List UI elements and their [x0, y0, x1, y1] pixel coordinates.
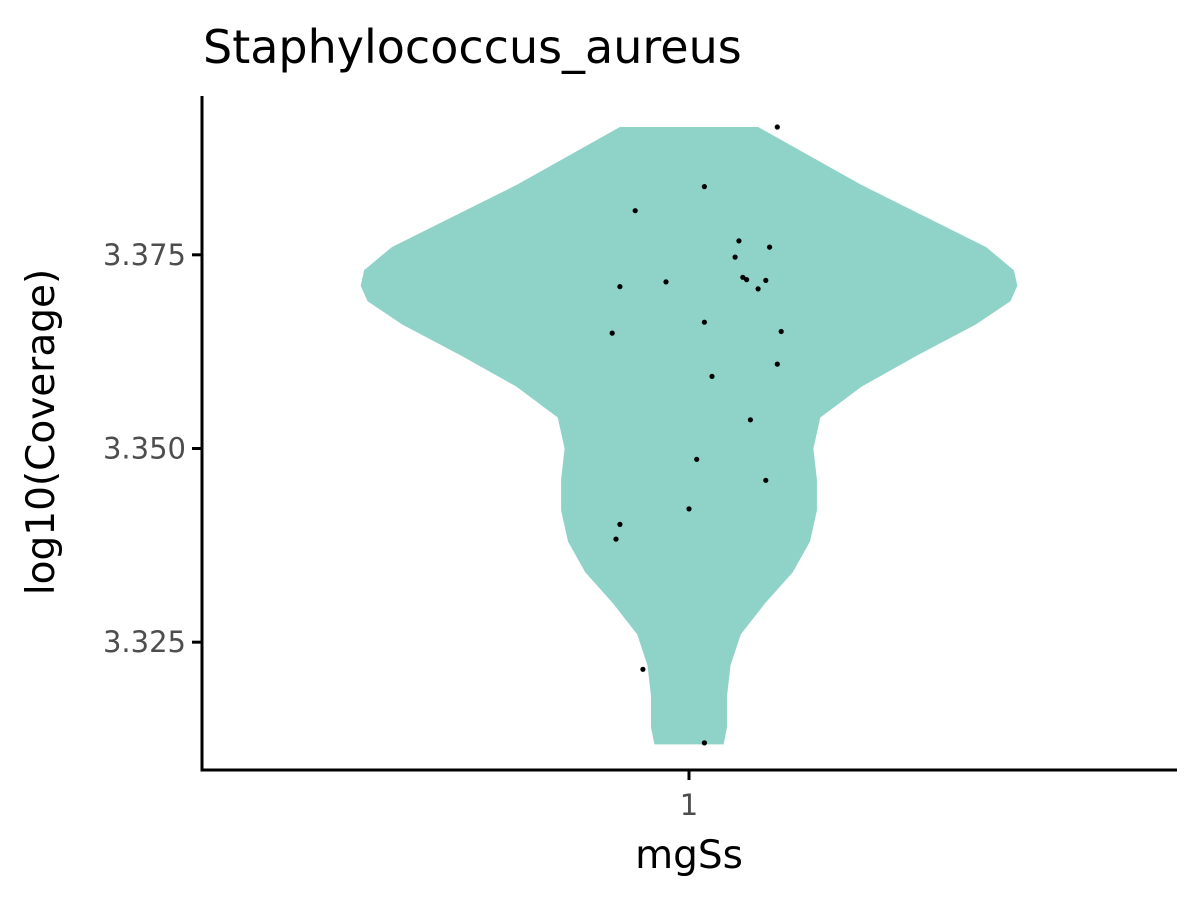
- data-point-15: [609, 330, 615, 336]
- data-point-20: [763, 477, 769, 483]
- data-point-7: [663, 279, 669, 285]
- data-point-2: [701, 184, 708, 190]
- data-point-14: [778, 328, 784, 335]
- data-point-6: [732, 254, 738, 260]
- data-points: [609, 124, 784, 746]
- x-axis-ticks: 1: [680, 770, 698, 822]
- chart-title: Staphylococcus_aureus: [203, 20, 742, 74]
- data-point-11: [617, 284, 623, 290]
- data-point-12: [755, 286, 761, 292]
- data-point-5: [767, 244, 773, 250]
- data-point-22: [617, 521, 623, 528]
- data-point-16: [774, 361, 780, 367]
- x-axis-title: mgSs: [635, 833, 743, 878]
- y-tick-label-2: 3.350: [103, 431, 186, 465]
- violin-shape: [360, 127, 1018, 745]
- y-axis-ticks: 3.325 3.350 3.375: [103, 238, 202, 659]
- data-point-4: [736, 238, 742, 244]
- plot-area: [360, 124, 1018, 746]
- data-point-18: [747, 417, 754, 423]
- data-point-24: [640, 666, 646, 672]
- y-tick-label-1: 3.325: [103, 625, 186, 659]
- y-axis-title: log10(Coverage): [19, 269, 64, 595]
- data-point-9: [744, 277, 750, 283]
- data-point-19: [694, 456, 700, 462]
- data-point-8: [740, 274, 746, 280]
- x-tick-label-1: 1: [680, 788, 698, 822]
- data-point-23: [613, 536, 619, 542]
- data-point-25: [701, 740, 708, 746]
- data-point-13: [701, 319, 708, 325]
- data-point-10: [763, 277, 769, 283]
- y-tick-label-3: 3.375: [103, 238, 186, 272]
- data-point-17: [709, 373, 715, 379]
- data-point-1: [774, 124, 780, 130]
- data-point-21: [686, 506, 692, 512]
- data-point-3: [632, 208, 638, 214]
